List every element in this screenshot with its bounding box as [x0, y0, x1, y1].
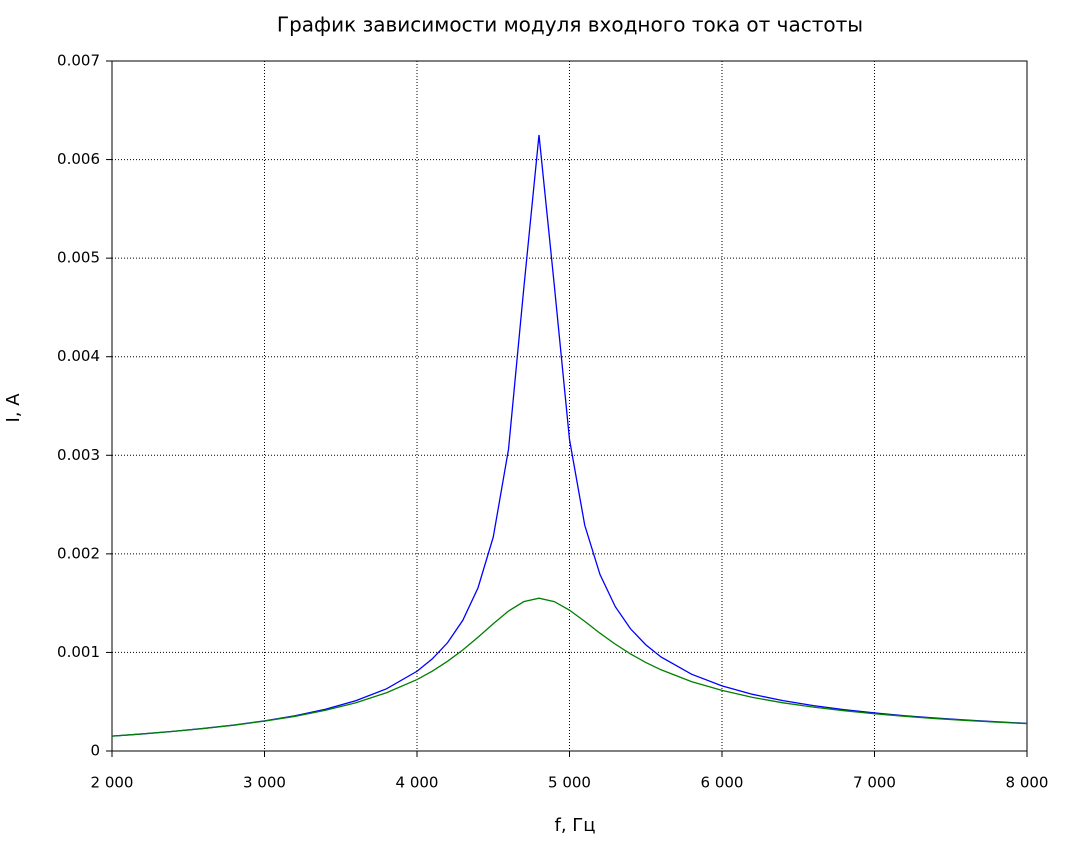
- y-tick-label: 0: [90, 742, 100, 760]
- x-tick-label: 4 000: [396, 774, 439, 792]
- x-tick-label: 2 000: [91, 774, 134, 792]
- x-axis-title: f, Гц: [554, 815, 595, 836]
- x-tick-label: 6 000: [701, 774, 744, 792]
- y-tick-label: 0.005: [57, 249, 100, 267]
- y-tick-label: 0.004: [57, 347, 100, 365]
- x-tick-label: 7 000: [853, 774, 896, 792]
- y-tick-label: 0.001: [57, 643, 100, 661]
- y-tick-label: 0.002: [57, 544, 100, 562]
- y-tick-label: 0.006: [57, 150, 100, 168]
- y-tick-label: 0.003: [57, 446, 100, 464]
- y-axis-title: I, A: [3, 393, 24, 423]
- x-tick-label: 8 000: [1006, 774, 1049, 792]
- x-tick-label: 5 000: [548, 774, 591, 792]
- chart-title: График зависимости модуля входного тока …: [277, 13, 863, 37]
- line-series: [111, 597, 1028, 737]
- x-tick-label: 3 000: [243, 774, 286, 792]
- y-tick-label: 0.007: [57, 52, 100, 70]
- line-series: [111, 134, 1028, 737]
- plot-frame: [111, 60, 1028, 752]
